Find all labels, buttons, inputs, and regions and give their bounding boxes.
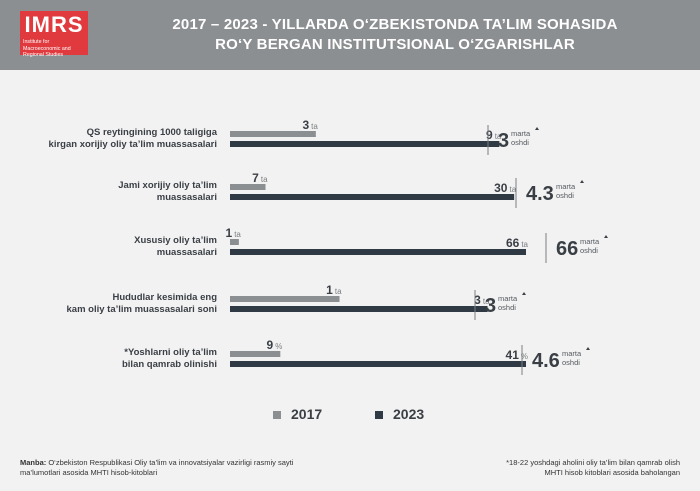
growth-value: 4.3	[526, 183, 554, 205]
up-arrow-icon	[522, 292, 526, 295]
growth-word: marta	[556, 182, 576, 191]
footnote-line-1: *18-22 yoshdagi aholini oliy ta’lim bila…	[506, 458, 680, 467]
value-label-2023: 66 ta	[506, 236, 529, 250]
growth-word: marta	[511, 129, 531, 138]
value-label-2023: 30 ta	[494, 181, 517, 195]
legend-swatch-2023	[375, 411, 383, 420]
value-label-2023: 3 ta	[474, 293, 490, 307]
source-text-2: ma’lumotlari asosida MHTI hisob-kitoblar…	[20, 468, 158, 477]
imrs-logo: IMRS Institute for Macroeconomic and Reg…	[20, 11, 88, 58]
header-banner: IMRS Institute for Macroeconomic and Reg…	[0, 0, 700, 70]
growth-word-2: oshdi	[562, 358, 580, 367]
source-line-1: Manba: O‘zbekiston Respublikasi Oliy ta’…	[20, 458, 340, 468]
value-label-2017: 1 ta	[226, 226, 242, 240]
growth-word: marta	[562, 349, 582, 358]
page-title: 2017 – 2023 - YILLARDA O‘ZBEKISTONDA TA’…	[100, 15, 690, 55]
source-note: Manba: O‘zbekiston Respublikasi Oliy ta’…	[20, 458, 340, 478]
source-text-1: O‘zbekiston Respublikasi Oliy ta’lim va …	[46, 458, 294, 467]
value-label-2023: 9 ta	[486, 128, 502, 142]
category-label: QS reytingining 1000 taligiga kirgan xori…	[49, 127, 218, 150]
bar-2023	[230, 306, 488, 312]
bar-2017	[230, 131, 316, 137]
growth-value: 66	[556, 238, 578, 260]
value-label-2017: 1 ta	[326, 283, 342, 297]
bar-chart: QS reytingining 1000 taligiga kirgan xori…	[49, 118, 608, 375]
up-arrow-icon	[604, 235, 608, 238]
growth-word: marta	[580, 237, 600, 246]
legend-label-2023: 2023	[393, 406, 425, 422]
legend-item-2023: 2023	[375, 404, 424, 424]
logo-subtitle: Institute for Macroeconomic and Regional…	[23, 39, 71, 58]
growth-value: 4.6	[532, 350, 560, 372]
bar-2023	[230, 249, 526, 255]
up-arrow-icon	[535, 127, 539, 130]
source-label: Manba:	[20, 458, 47, 467]
legend-swatch-2017	[273, 411, 281, 420]
bar-2023	[230, 361, 526, 367]
up-arrow-icon	[586, 347, 590, 350]
bar-2017	[230, 184, 266, 190]
growth-word-2: oshdi	[511, 138, 529, 147]
category-label: *Yoshlarni oliy ta’lim bilan qamrab olini…	[122, 347, 217, 370]
bar-2023	[230, 194, 515, 200]
bar-2023	[230, 141, 500, 147]
value-label-2017: 3 ta	[302, 118, 318, 132]
bar-2017	[230, 351, 281, 357]
category-label: Xususiy oliy ta’lim muassasalari	[134, 235, 217, 258]
growth-word-2: oshdi	[556, 191, 574, 200]
growth-word-2: oshdi	[580, 246, 598, 255]
growth-value: 3	[498, 130, 509, 152]
logo-mark: IMRS	[24, 12, 84, 37]
bar-2017	[230, 239, 239, 245]
legend-label-2017: 2017	[291, 406, 323, 422]
footnote: *18-22 yoshdagi aholini oliy ta’lim bila…	[440, 458, 680, 478]
value-label-2023: 41%	[506, 348, 528, 362]
category-label: Hududlar kesimida eng kam oliy ta’lim mua…	[67, 292, 218, 315]
value-label-2017: 9%	[267, 338, 283, 352]
up-arrow-icon	[580, 180, 584, 183]
bar-2017	[230, 296, 340, 302]
value-label-2017: 7 ta	[252, 171, 268, 185]
legend-item-2017: 2017	[273, 404, 322, 424]
growth-value: 3	[485, 295, 496, 317]
title-line-2: RO‘Y BERGAN INSTITUTSIONAL O‘ZGARISHLAR	[215, 36, 575, 53]
title-line-1: 2017 – 2023 - YILLARDA O‘ZBEKISTONDA TA’…	[172, 16, 618, 33]
growth-word: marta	[498, 294, 518, 303]
footnote-line-2: MHTI hisob kitoblari asosida baholangan	[544, 468, 681, 477]
growth-word-2: oshdi	[498, 303, 516, 312]
category-label: Jami xorijiy oliy ta’lim muassasalari	[118, 180, 217, 203]
